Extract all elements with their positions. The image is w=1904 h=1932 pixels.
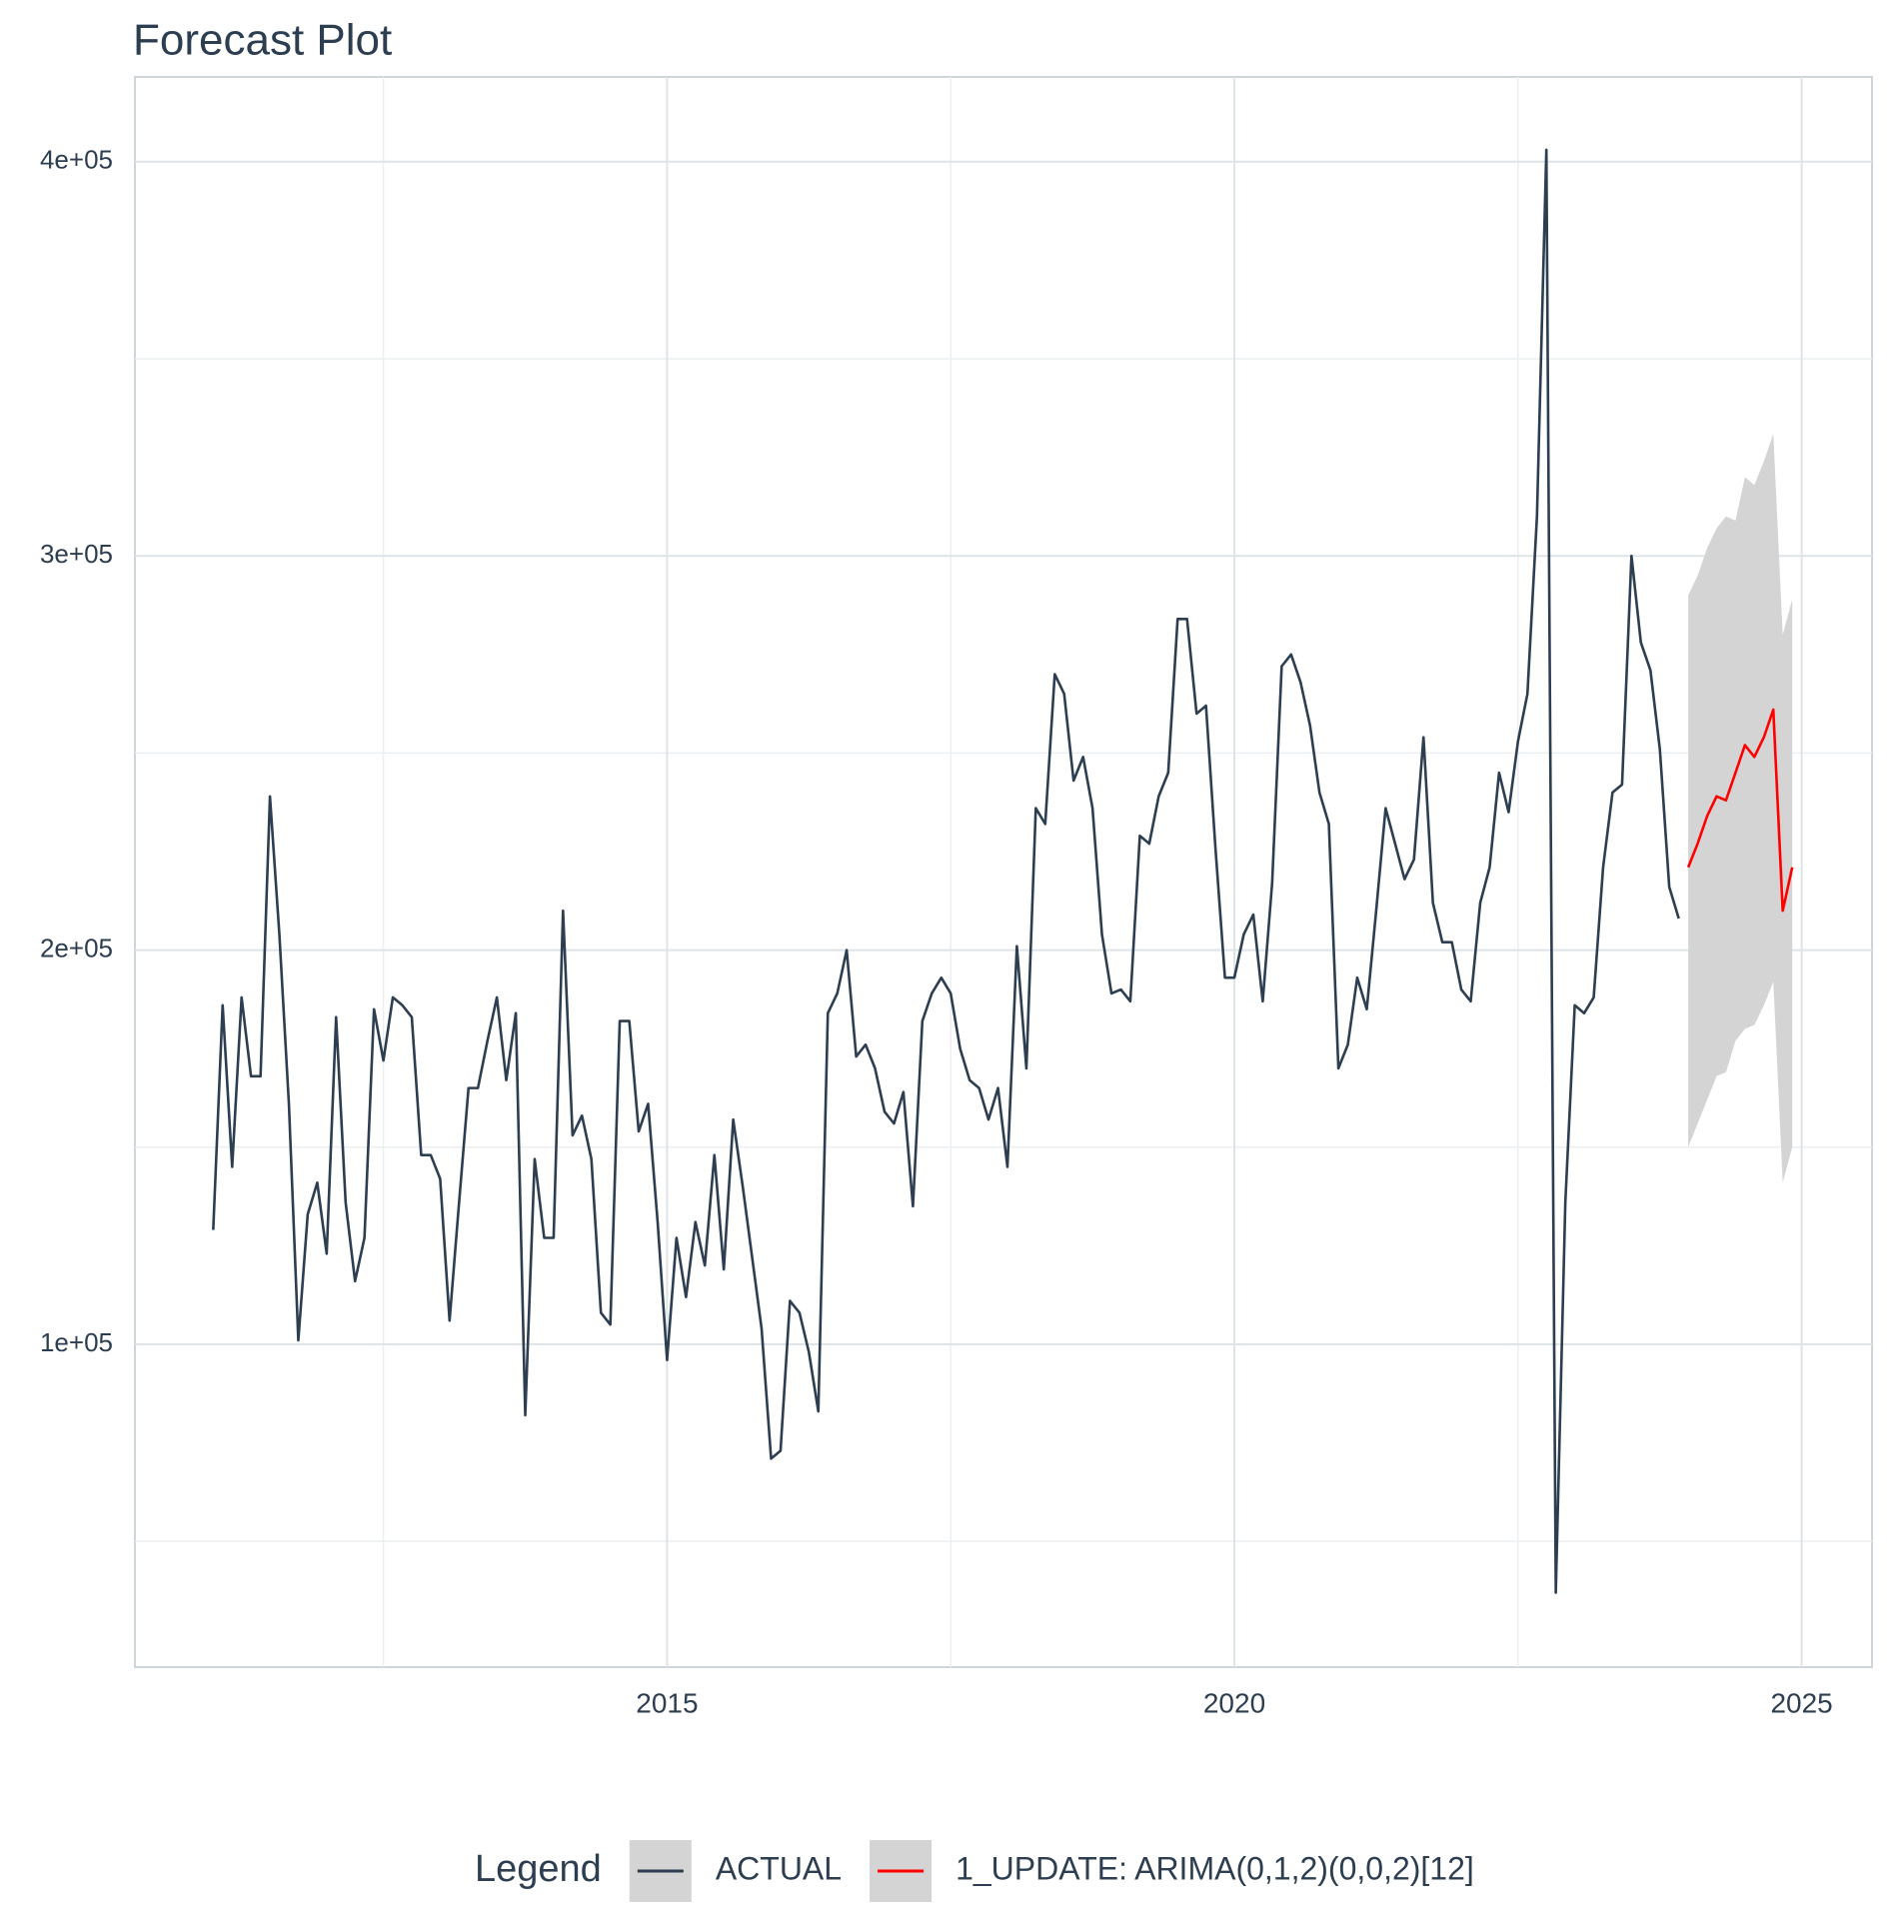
y-tick-label: 3e+05 [40, 539, 113, 569]
x-tick-label: 2025 [1770, 1687, 1832, 1718]
chart-title: Forecast Plot [133, 16, 392, 65]
forecast-band [1688, 433, 1793, 1183]
x-tick-label: 2020 [1203, 1687, 1265, 1718]
series-line [212, 148, 1680, 1594]
legend-label: 1_UPDATE: ARIMA(0,1,2)(0,0,2)[12] [955, 1850, 1474, 1886]
legend-title: Legend [475, 1848, 602, 1890]
plot-panel [134, 76, 1873, 1668]
legend-label: ACTUAL [716, 1850, 842, 1886]
x-tick-label: 2015 [636, 1687, 698, 1718]
y-tick-label: 2e+05 [40, 933, 113, 963]
y-tick-label: 1e+05 [40, 1327, 113, 1357]
series-line [1686, 708, 1794, 913]
y-tick-label: 4e+05 [40, 145, 113, 175]
